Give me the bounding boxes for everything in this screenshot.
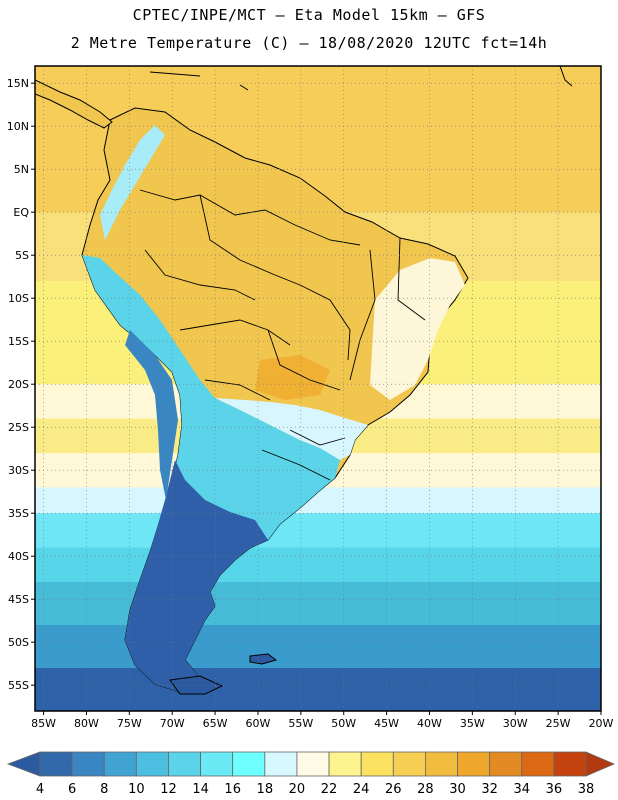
colorbar-label: 34: [513, 782, 530, 797]
lon-label: 45W: [374, 717, 399, 730]
colorbar-swatch: [425, 751, 458, 777]
lon-label: 55W: [288, 717, 313, 730]
lat-label: EQ: [13, 206, 29, 219]
colorbar-label: 28: [417, 782, 434, 797]
ocean-band: [35, 582, 601, 626]
ocean-band: [35, 668, 601, 711]
colorbar-swatch: [264, 751, 298, 777]
lat-label: 30S: [8, 464, 29, 477]
colorbar-swatch: [489, 751, 523, 777]
colorbar-label: 30: [449, 782, 466, 797]
land-field: [35, 66, 573, 695]
colorbar-arrow-right: [585, 751, 616, 777]
andes-cold-ridge: [125, 330, 178, 500]
latitude-labels: 15N 10N 5N EQ 5S 10S 15S 20S 25S 30S 35S 40S 45S 50S 5…: [7, 77, 30, 692]
lat-label: 20S: [8, 378, 29, 391]
lon-label: 25W: [546, 717, 571, 730]
lat-label: 35S: [8, 507, 29, 520]
colorbar-label: 20: [289, 782, 306, 797]
colorbar-label: 12: [160, 782, 177, 797]
colorbar-label: 4: [36, 782, 44, 797]
colorbar-label: 24: [353, 782, 370, 797]
temperature-colorbar: 4 6 8 10 12 14 16 18 20 22 24 26 28 30 32 34 36 38: [6, 751, 616, 797]
ocean-band: [35, 625, 601, 669]
lon-label: 60W: [246, 717, 271, 730]
northern-andes-zone: [100, 125, 165, 240]
central-america: [35, 79, 113, 129]
colorbar-swatch: [103, 751, 137, 777]
lon-label: 85W: [31, 717, 56, 730]
colorbar-swatch: [360, 751, 394, 777]
colorbar-swatch: [168, 751, 201, 777]
falkland-islands: [249, 653, 278, 665]
colorbar-swatch: [328, 751, 362, 777]
lat-label: 40S: [8, 550, 29, 563]
colorbar-arrow-left: [6, 751, 41, 777]
colorbar-label: 8: [100, 782, 108, 797]
ocean-band: [35, 513, 601, 549]
lat-label: 10S: [8, 292, 29, 305]
lat-label: 50S: [8, 636, 29, 649]
colorbar-label: 16: [224, 782, 241, 797]
colorbar-swatch: [232, 751, 266, 777]
map-subtitle: 2 Metre Temperature (C) – 18/08/2020 12U…: [70, 34, 548, 52]
colorbar-swatch: [553, 751, 587, 777]
colorbar-swatch: [71, 751, 105, 777]
lon-label: 40W: [417, 717, 442, 730]
central-hot-zone: [255, 355, 330, 400]
lat-label: 10N: [7, 120, 29, 133]
lon-label: 80W: [74, 717, 99, 730]
colorbar-label: 32: [481, 782, 498, 797]
lon-label: 50W: [331, 717, 356, 730]
south-cool-zone: [215, 398, 368, 460]
lon-label: 30W: [503, 717, 528, 730]
lat-label: 5S: [15, 249, 29, 262]
lon-label: 20W: [589, 717, 614, 730]
colorbar-label: 6: [68, 782, 76, 797]
map-frame: [34, 65, 602, 712]
colorbar-label: 26: [385, 782, 402, 797]
lon-label: 35W: [460, 717, 485, 730]
colorbar-swatch: [457, 751, 491, 777]
lat-label: 15S: [8, 335, 29, 348]
country-borders: [139, 189, 426, 481]
ocean-band: [35, 547, 601, 583]
colorbar-label: 10: [128, 782, 145, 797]
patagonia-cold-zone: [125, 460, 268, 692]
colorbar-swatch: [296, 751, 330, 777]
caribbean-islands: [149, 66, 573, 91]
colorbar-swatch: [135, 751, 169, 777]
map-title: CPTEC/INPE/MCT – Eta Model 15km – GFS: [132, 6, 486, 24]
colorbar-swatch: [521, 751, 555, 777]
colorbar-label: 22: [321, 782, 338, 797]
northeast-mild-zone: [370, 258, 465, 400]
colorbar-label: 38: [578, 782, 595, 797]
colorbar-label: 18: [257, 782, 274, 797]
lat-label: 15N: [7, 77, 29, 90]
axis-ticks: [31, 82, 602, 715]
colorbar-swatch: [200, 751, 234, 777]
lon-label: 70W: [160, 717, 185, 730]
colorbar-label: 14: [192, 782, 209, 797]
lon-label: 75W: [117, 717, 142, 730]
colorbar-label: 36: [546, 782, 563, 797]
lat-label: 25S: [8, 421, 29, 434]
lat-label: 5N: [14, 163, 29, 176]
colorbar-swatch: [392, 751, 426, 777]
lat-label: 45S: [8, 593, 29, 606]
colorbar-swatch: [39, 751, 73, 777]
lon-label: 65W: [203, 717, 228, 730]
longitude-labels: 85W 80W 75W 70W 65W 60W 55W 50W 45W 40W 35W 30W 25W 2…: [31, 717, 613, 730]
lat-label: 55S: [8, 679, 29, 692]
